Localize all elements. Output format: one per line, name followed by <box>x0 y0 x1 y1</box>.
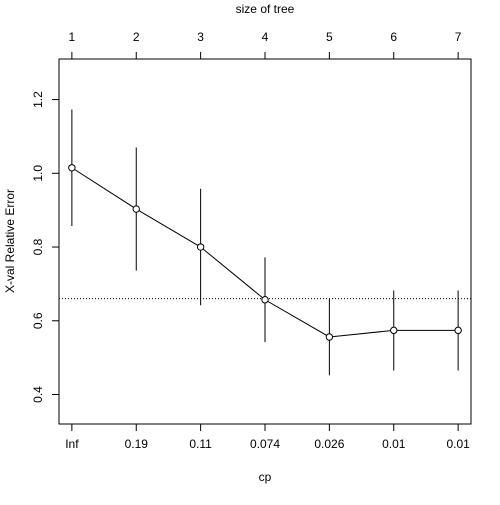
left-tick-label: 1.0 <box>31 165 45 182</box>
data-point <box>390 326 398 335</box>
data-point <box>454 326 462 335</box>
x-axis-label: cp <box>259 470 272 484</box>
bottom-tick-label: 0.026 <box>314 437 344 451</box>
error-bars <box>71 109 459 376</box>
left-axis: 0.4 0.6 0.8 1.0 1.2 <box>31 91 60 403</box>
top-tick-label: 1 <box>69 30 76 44</box>
data-points <box>68 164 462 341</box>
bottom-tick-label: Inf <box>65 437 79 451</box>
plot-frame <box>58 58 472 425</box>
data-point <box>196 243 205 251</box>
top-tick-label: 7 <box>455 30 462 44</box>
bottom-tick-label: 0.01 <box>382 437 406 451</box>
top-tick-label: 5 <box>326 30 333 44</box>
data-point <box>261 296 269 304</box>
top-axis-label: size of tree <box>236 2 295 16</box>
data-point <box>68 164 76 172</box>
top-tick-label: 3 <box>197 30 204 44</box>
left-tick-label: 0.4 <box>31 386 45 403</box>
left-tick-label: 1.2 <box>31 91 45 108</box>
top-tick-label: 2 <box>133 30 140 44</box>
top-axis: 1 2 3 4 5 6 7 <box>69 30 462 60</box>
top-tick-label: 6 <box>390 30 397 44</box>
left-tick-label: 0.6 <box>31 312 45 329</box>
bottom-tick-label: 0.11 <box>189 437 212 451</box>
y-axis-label: X-val Relative Error <box>3 189 17 293</box>
data-point <box>325 333 334 341</box>
bottom-tick-label: 0.074 <box>250 437 280 451</box>
bottom-axis: Inf 0.19 0.11 0.074 0.026 0.01 0.01 <box>65 423 470 451</box>
bottom-tick-label: 0.19 <box>125 437 149 451</box>
left-tick-label: 0.8 <box>31 238 45 255</box>
bottom-tick-label: 0.01 <box>446 437 470 451</box>
top-tick-label: 4 <box>262 30 269 44</box>
data-point <box>132 205 140 213</box>
